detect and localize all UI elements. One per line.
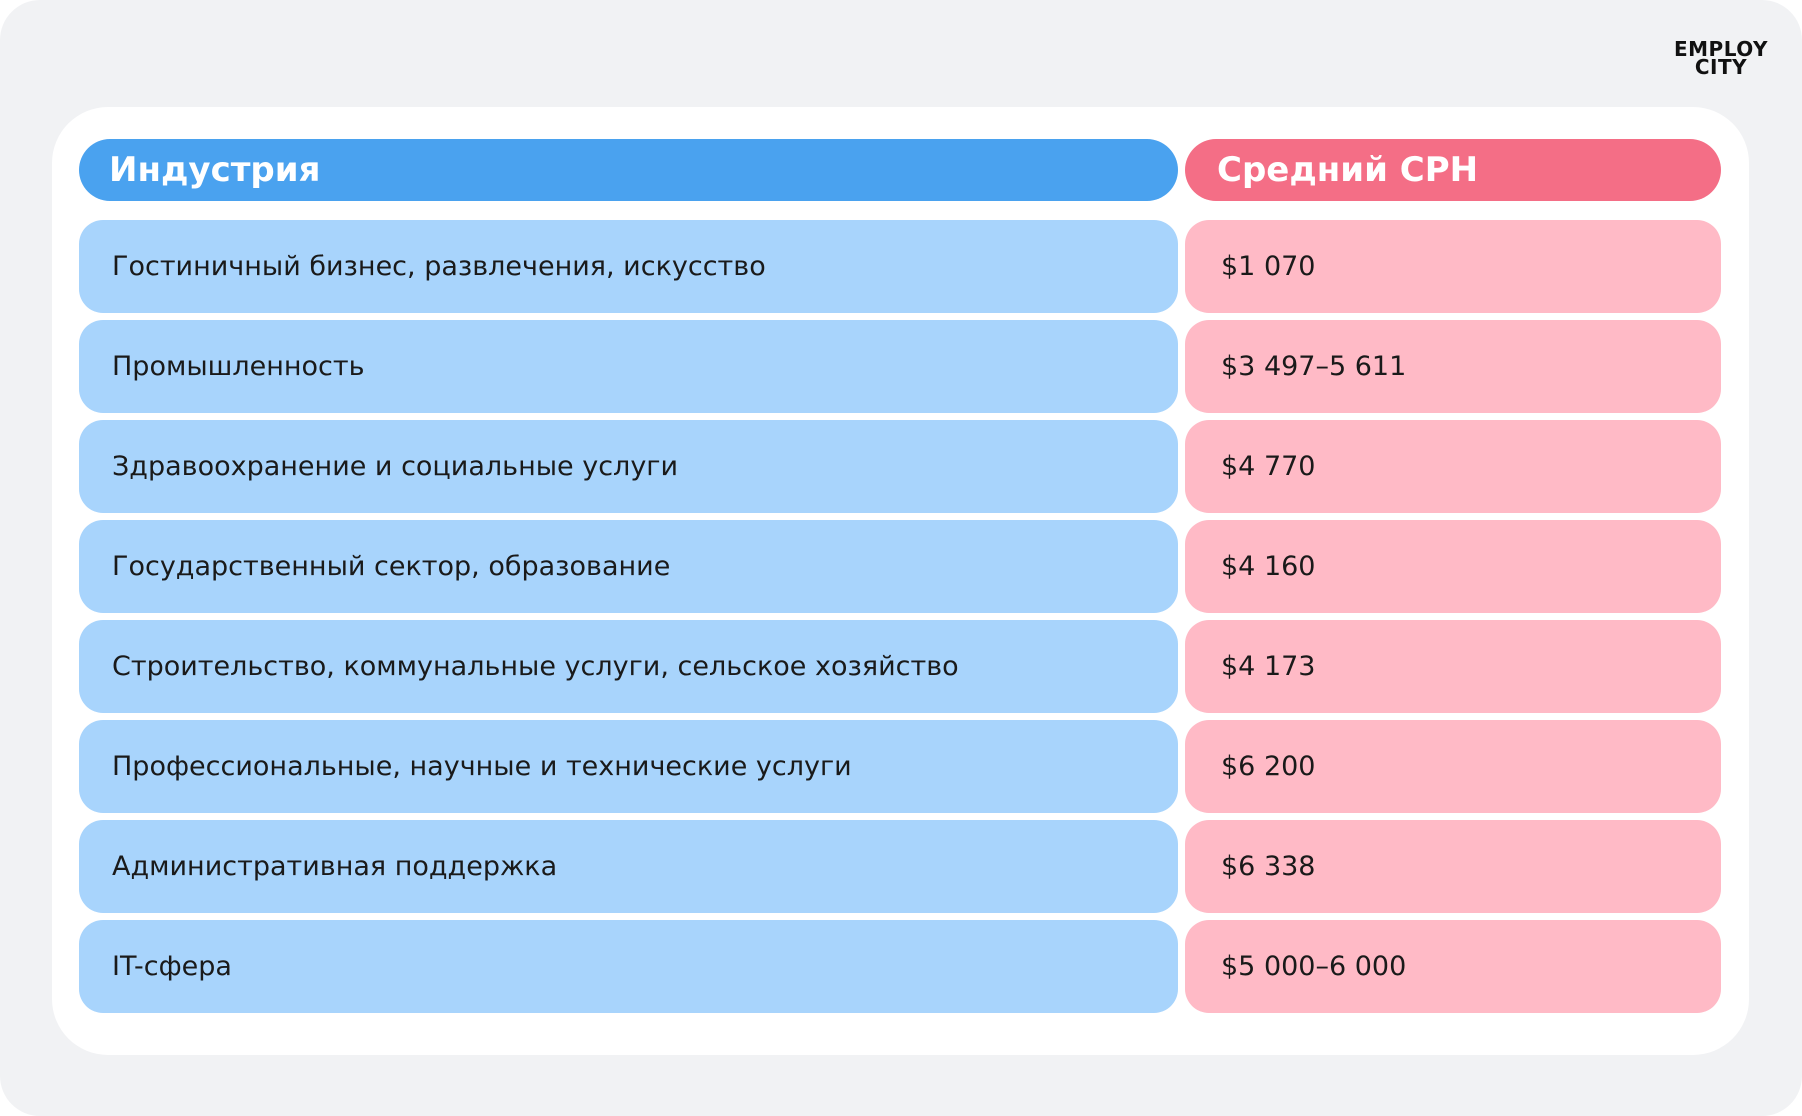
cph-cell: $3 497–5 611: [1185, 320, 1721, 413]
industry-cell: Промышленность: [79, 320, 1178, 413]
industry-cell: Государственный сектор, образование: [79, 520, 1178, 613]
table-card: Индустрия Средний CPH Гостиничный бизнес…: [52, 107, 1749, 1055]
cph-cell: $6 200: [1185, 720, 1721, 813]
industry-cell: Гостиничный бизнес, развлечения, искусст…: [79, 220, 1178, 313]
cph-cell: $4 173: [1185, 620, 1721, 713]
industry-cell: Профессиональные, научные и технические …: [79, 720, 1178, 813]
logo: EMPLOY CITY: [1673, 37, 1768, 79]
cph-cell: $1 070: [1185, 220, 1721, 313]
industry-cell: Строительство, коммунальные услуги, сель…: [79, 620, 1178, 713]
cph-cell: $4 770: [1185, 420, 1721, 513]
industry-cell: Административная поддержка: [79, 820, 1178, 913]
industry-cell: Здравоохранение и социальные услуги: [79, 420, 1178, 513]
cph-cell: $6 338: [1185, 820, 1721, 913]
table: Индустрия Средний CPH Гостиничный бизнес…: [79, 139, 1721, 1013]
column-header: Средний CPH: [1185, 139, 1721, 201]
logo-line: CITY: [1694, 55, 1748, 79]
industry-cell: IT-сфера: [79, 920, 1178, 1013]
column-header: Индустрия: [79, 139, 1178, 201]
cph-cell: $4 160: [1185, 520, 1721, 613]
logo-line: EMPLOY: [1673, 37, 1768, 61]
cph-cell: $5 000–6 000: [1185, 920, 1721, 1013]
